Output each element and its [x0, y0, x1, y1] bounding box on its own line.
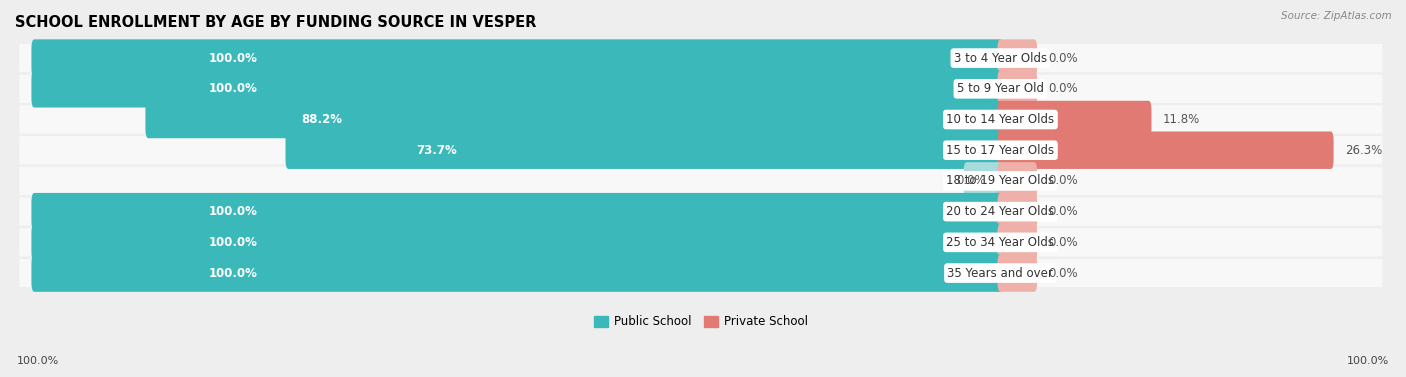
FancyBboxPatch shape [997, 39, 1038, 77]
Text: 100.0%: 100.0% [208, 205, 257, 218]
Text: 100.0%: 100.0% [208, 52, 257, 64]
FancyBboxPatch shape [31, 70, 1004, 107]
FancyBboxPatch shape [997, 70, 1038, 107]
Text: 25 to 34 Year Olds: 25 to 34 Year Olds [946, 236, 1054, 249]
FancyBboxPatch shape [31, 254, 1004, 292]
FancyBboxPatch shape [20, 167, 1382, 195]
FancyBboxPatch shape [31, 224, 1004, 261]
Legend: Public School, Private School: Public School, Private School [589, 311, 813, 333]
FancyBboxPatch shape [997, 193, 1038, 230]
FancyBboxPatch shape [997, 162, 1038, 200]
FancyBboxPatch shape [20, 44, 1382, 72]
Text: 0.0%: 0.0% [1049, 267, 1078, 280]
Text: 0.0%: 0.0% [1049, 52, 1078, 64]
FancyBboxPatch shape [20, 198, 1382, 226]
Text: Source: ZipAtlas.com: Source: ZipAtlas.com [1281, 11, 1392, 21]
Text: 5 to 9 Year Old: 5 to 9 Year Old [957, 82, 1043, 95]
FancyBboxPatch shape [145, 101, 1004, 138]
FancyBboxPatch shape [997, 254, 1038, 292]
FancyBboxPatch shape [20, 228, 1382, 256]
Text: 11.8%: 11.8% [1163, 113, 1201, 126]
Text: 0.0%: 0.0% [1049, 205, 1078, 218]
FancyBboxPatch shape [997, 101, 1152, 138]
Text: 100.0%: 100.0% [208, 267, 257, 280]
FancyBboxPatch shape [20, 259, 1382, 287]
FancyBboxPatch shape [963, 162, 1004, 200]
Text: 10 to 14 Year Olds: 10 to 14 Year Olds [946, 113, 1054, 126]
Text: 100.0%: 100.0% [208, 236, 257, 249]
FancyBboxPatch shape [31, 39, 1004, 77]
Text: SCHOOL ENROLLMENT BY AGE BY FUNDING SOURCE IN VESPER: SCHOOL ENROLLMENT BY AGE BY FUNDING SOUR… [15, 15, 536, 30]
Text: 3 to 4 Year Olds: 3 to 4 Year Olds [953, 52, 1047, 64]
Text: 15 to 17 Year Olds: 15 to 17 Year Olds [946, 144, 1054, 157]
Text: 100.0%: 100.0% [1347, 356, 1389, 366]
Text: 88.2%: 88.2% [302, 113, 343, 126]
Text: 18 to 19 Year Olds: 18 to 19 Year Olds [946, 175, 1054, 187]
Text: 73.7%: 73.7% [416, 144, 457, 157]
Text: 0.0%: 0.0% [1049, 175, 1078, 187]
FancyBboxPatch shape [20, 106, 1382, 133]
Text: 0.0%: 0.0% [956, 175, 986, 187]
FancyBboxPatch shape [20, 136, 1382, 164]
FancyBboxPatch shape [20, 75, 1382, 103]
Text: 26.3%: 26.3% [1346, 144, 1382, 157]
Text: 0.0%: 0.0% [1049, 82, 1078, 95]
Text: 0.0%: 0.0% [1049, 236, 1078, 249]
Text: 35 Years and over: 35 Years and over [948, 267, 1053, 280]
FancyBboxPatch shape [997, 224, 1038, 261]
FancyBboxPatch shape [31, 193, 1004, 230]
FancyBboxPatch shape [997, 132, 1334, 169]
FancyBboxPatch shape [285, 132, 1004, 169]
Text: 100.0%: 100.0% [17, 356, 59, 366]
Text: 100.0%: 100.0% [208, 82, 257, 95]
Text: 20 to 24 Year Olds: 20 to 24 Year Olds [946, 205, 1054, 218]
